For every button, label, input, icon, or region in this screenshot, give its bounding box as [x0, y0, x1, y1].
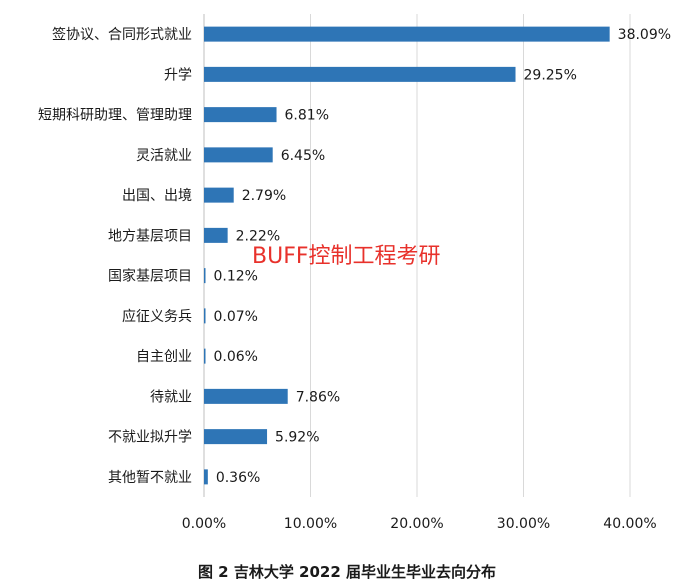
data-label: 0.36% [216, 470, 260, 486]
bar [204, 187, 234, 203]
x-tick-label: 40.00% [603, 516, 656, 532]
data-label: 5.92% [275, 430, 319, 446]
data-labels: 38.09% 29.25% 6.81% 6.45% 2.79% 2.22% 0.12% 0.0… [214, 27, 672, 486]
category-label: 应征义务兵 [122, 308, 192, 325]
x-tick-label: 10.00% [284, 516, 337, 532]
category-label: 待就业 [150, 389, 192, 405]
bar [204, 147, 273, 163]
data-label: 0.07% [214, 309, 258, 325]
bar [204, 469, 208, 485]
category-label: 不就业拟升学 [108, 430, 192, 446]
bar [204, 308, 206, 324]
data-label: 2.79% [242, 188, 286, 204]
watermark-text: BUFF控制工程考研 [252, 244, 441, 269]
data-label: 6.45% [281, 148, 325, 164]
category-label: 短期科研助理、管理助理 [38, 108, 192, 124]
data-label: 0.12% [214, 269, 258, 285]
category-labels: 签协议、合同形式就业升学短期科研助理、管理助理灵活就业出国、出境地方基层项目国家… [38, 26, 192, 486]
data-label: 0.06% [214, 349, 258, 365]
bar [204, 348, 206, 364]
bar [204, 388, 288, 404]
bar [204, 429, 268, 445]
category-label: 国家基层项目 [108, 268, 192, 285]
category-label: 升学 [164, 67, 192, 83]
x-tick-label: 20.00% [390, 516, 443, 532]
bar [204, 227, 228, 243]
x-tick-label: 30.00% [497, 516, 550, 532]
category-label: 自主创业 [136, 349, 192, 365]
bar [204, 268, 206, 284]
data-label: 2.22% [236, 228, 280, 244]
data-label: 7.86% [296, 389, 340, 405]
bar [204, 26, 610, 42]
figure-caption: 图 2 吉林大学 2022 届毕业生毕业去向分布 [197, 563, 497, 581]
category-label: 出国、出境 [122, 188, 192, 204]
bar [204, 107, 277, 123]
x-tick-labels: 0.00% 10.00% 20.00% 30.00% 40.00% [182, 516, 657, 532]
category-label: 其他暂不就业 [108, 470, 192, 486]
gridlines [203, 14, 631, 497]
data-label: 6.81% [285, 108, 329, 124]
x-tick-label: 0.00% [182, 516, 226, 532]
data-label: 29.25% [524, 67, 577, 83]
bar [204, 66, 516, 82]
category-label: 灵活就业 [136, 148, 192, 164]
category-label: 签协议、合同形式就业 [52, 26, 192, 43]
bar-series [204, 26, 610, 485]
data-label: 38.09% [618, 27, 671, 43]
category-label: 地方基层项目 [108, 227, 192, 244]
